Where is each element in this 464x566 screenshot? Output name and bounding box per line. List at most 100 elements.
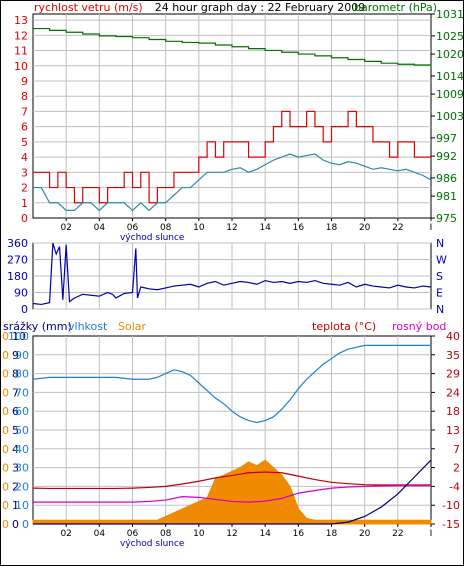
wind-tick-label: 8 (21, 90, 28, 103)
humidity-tick-label: 10 (15, 499, 29, 512)
solar-tick-label: 0 (2, 368, 9, 381)
panel1-x-tick-labels: 02 04 06 08 10 12 14 16 18 20 22 I (60, 218, 432, 233)
solar-tick-label: 0 (2, 443, 9, 456)
wind-tick-label: 12 (14, 29, 28, 42)
temperature-tick-label: -10 (442, 499, 460, 512)
rain-tick-label: 9 (12, 349, 19, 362)
x-tick-label: 16 (293, 529, 305, 539)
rain-tick-label: 3 (12, 462, 19, 475)
solar-tick-label: 0 (2, 349, 9, 362)
panel2-series (32, 242, 432, 306)
pressure-axis-ticks: 975 981 986 992 997 1003 1009 1014 1020 1025 1031 (431, 8, 464, 225)
x-tick-label: I (430, 223, 433, 233)
wind-tick-label: 0 (21, 212, 28, 225)
x-tick-label: 04 (94, 529, 106, 539)
temperature-line (32, 471, 431, 490)
wind-speed-line (33, 110, 431, 204)
temperature-tick-label: 7 (453, 443, 460, 456)
compass-tick-label: S (436, 270, 443, 283)
wind-tick-label: 2 (21, 182, 28, 195)
x-tick-label: 02 (60, 529, 71, 539)
chart-title: 24 hour graph day : 22 February 2009 (155, 1, 366, 14)
rain-tick-label: 6 (12, 405, 19, 418)
humidity-tick-label: 20 (15, 480, 29, 493)
panel1-series (33, 27, 432, 212)
panel2-grid (33, 242, 431, 310)
solar-tick-label: 0 (2, 499, 9, 512)
rain-line (33, 459, 432, 525)
wind-axis-label: rychlost vetru (m/s) (34, 1, 143, 14)
x-tick-label: 22 (392, 529, 403, 539)
temperature-tick-label: 29 (446, 368, 460, 381)
compass-tick-label: N (436, 237, 444, 250)
wind-tick-label: 5 (21, 136, 28, 149)
solar-tick-label: 0 (2, 462, 9, 475)
compass-tick-label: E (436, 287, 443, 300)
pressure-tick-label: 975 (436, 212, 457, 225)
x-tick-label: 10 (193, 223, 205, 233)
wind-average-line (33, 153, 432, 212)
humidity-tick-label: 40 (15, 443, 29, 456)
pressure-tick-label: 1003 (436, 110, 464, 123)
wind-tick-label: 7 (21, 105, 28, 118)
pressure-tick-label: 981 (436, 190, 457, 203)
humidity-tick-label: 0 (22, 518, 29, 531)
wind-tick-label: 3 (21, 166, 28, 179)
pressure-tick-label: 997 (436, 132, 457, 145)
humidity-tick-label: 60 (15, 405, 29, 418)
pressure-tick-label: 1020 (436, 48, 464, 61)
solar-tick-label: 0 (2, 480, 9, 493)
x-tick-label: 20 (359, 223, 371, 233)
humidity-tick-label: 80 (15, 368, 29, 381)
sunrise-label-1: východ slunce (120, 233, 185, 243)
temperature-axis-ticks: -15 -10 -4 2 7 13 18 24 29 35 40 (431, 330, 460, 531)
wind-tick-label: 11 (14, 45, 28, 58)
solar-legend: Solar (118, 320, 147, 333)
wind-direction-line (32, 242, 432, 306)
rain-tick-label: 4 (12, 443, 19, 456)
solar-area (32, 459, 432, 525)
rain-tick-label: 2 (12, 480, 19, 493)
x-tick-label: 16 (293, 223, 305, 233)
humidity-tick-label: 30 (15, 462, 29, 475)
compass-tick-label: N (436, 303, 444, 316)
x-tick-label: 14 (259, 529, 271, 539)
direction-axis-ticks: 360 270 180 90 0 (7, 237, 28, 316)
panel3-x-tick-labels: 02 04 06 08 10 12 14 16 18 20 22 I (60, 524, 432, 539)
panel1-grid (33, 14, 431, 218)
wind-tick-label: 6 (21, 121, 28, 134)
humidity-tick-label: 70 (15, 386, 29, 399)
temperature-tick-label: 24 (446, 386, 460, 399)
wind-tick-label: 10 (14, 60, 28, 73)
x-tick-label: 18 (326, 529, 338, 539)
x-tick-label: 20 (359, 529, 371, 539)
temperature-tick-label: 35 (446, 349, 460, 362)
humidity-temperature-panel: srážky (mm) vlhkost Solar teplota (°C) r… (2, 320, 460, 531)
wind-tick-label: 4 (21, 151, 28, 164)
x-tick-label: 08 (160, 529, 172, 539)
humidity-tick-label: 90 (15, 349, 29, 362)
temperature-tick-label: 2 (453, 462, 460, 475)
pressure-tick-label: 986 (436, 172, 457, 185)
x-tick-label: 12 (226, 223, 237, 233)
rain-tick-label: 1 (12, 499, 19, 512)
solar-tick-label: 0 (2, 424, 9, 437)
pressure-tick-label: 1031 (436, 8, 464, 21)
pressure-tick-label: 992 (436, 150, 457, 163)
pressure-tick-label: 1014 (436, 70, 464, 83)
dewpoint-legend: rosný bod (392, 320, 446, 333)
x-tick-label: 18 (326, 223, 338, 233)
temperature-legend: teplota (°C) (312, 320, 376, 333)
temperature-tick-label: 40 (446, 330, 460, 343)
pressure-line (33, 27, 432, 66)
wind-tick-label: 13 (14, 14, 28, 27)
temperature-tick-label: 18 (446, 405, 460, 418)
humidity-tick-label: 100 (8, 330, 29, 343)
x-tick-label: I (430, 529, 433, 539)
solar-tick-label: 0 (2, 386, 9, 399)
solar-tick-label: 0 (2, 518, 9, 531)
